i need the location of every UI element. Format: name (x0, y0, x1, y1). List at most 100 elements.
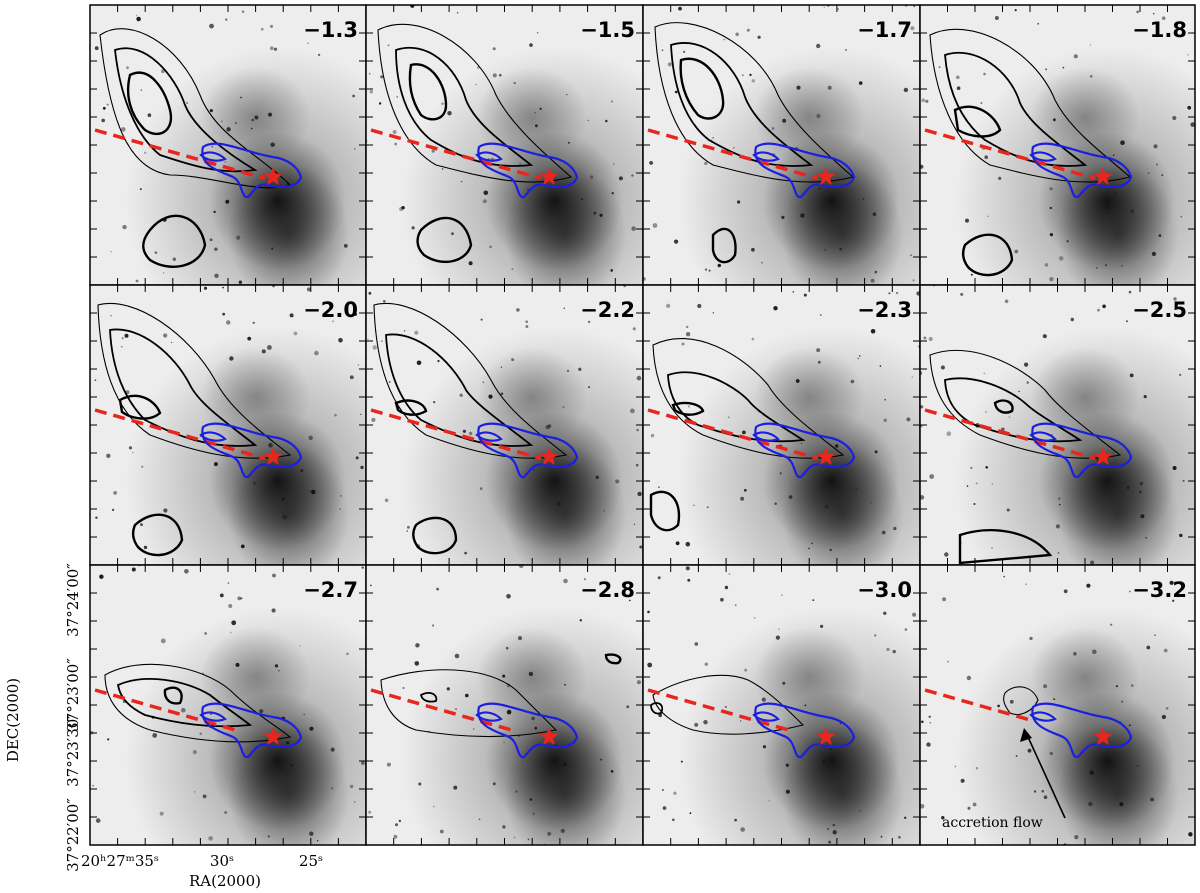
source-star-icon (1093, 167, 1113, 186)
channel-panel: −1.7 (642, 4, 921, 286)
channel-panel: −2.2 (365, 284, 644, 566)
arrow-head-icon (1020, 728, 1032, 742)
channel-panel: −2.3 (642, 284, 921, 566)
emission-contour (163, 686, 183, 705)
emission-contour (961, 233, 1014, 277)
region-contour (475, 422, 579, 479)
channel-panel: −1.5 (365, 4, 644, 286)
emission-contour (116, 678, 253, 728)
velocity-label: −1.3 (303, 18, 358, 42)
emission-contour (958, 529, 1053, 565)
source-star-icon (816, 727, 836, 746)
region-contour (475, 142, 579, 199)
emission-contour (412, 516, 458, 555)
source-star-icon (539, 727, 559, 746)
x-axis-label: RA(2000) (189, 872, 261, 890)
region-contour (475, 702, 579, 759)
y-tick-label: 37°24′00″ (64, 563, 82, 637)
region-contour (1029, 422, 1133, 479)
velocity-label: −1.5 (580, 18, 635, 42)
emission-contour (419, 692, 438, 703)
velocity-label: −2.2 (580, 298, 635, 322)
emission-contour (395, 46, 534, 167)
source-star-icon (263, 167, 283, 186)
emission-contour (131, 513, 184, 557)
velocity-label: −1.8 (1132, 18, 1187, 42)
outflow-axis-line (370, 688, 517, 734)
emission-contour (114, 47, 258, 173)
emission-contour (126, 71, 173, 136)
source-star-icon (263, 727, 283, 746)
emission-contour (944, 51, 1088, 167)
annotation-label: accretion flow (942, 815, 1043, 831)
outflow-axis-line (94, 688, 241, 734)
outflow-axis-line (370, 408, 542, 461)
emission-contour (373, 303, 568, 459)
emission-contour (1003, 686, 1039, 716)
region-contour (1029, 702, 1133, 759)
channel-panel: −2.5 (919, 284, 1196, 566)
velocity-label: −3.2 (1132, 578, 1187, 602)
emission-contour (142, 214, 207, 268)
emission-contour (394, 399, 428, 416)
y-tick-label: 37°23′00″ (64, 658, 82, 732)
emission-contour (711, 227, 737, 264)
x-tick-label: 30ˢ (210, 852, 234, 870)
annotation-arrow (1027, 736, 1066, 819)
region-contour (1029, 142, 1133, 199)
emission-contour (670, 42, 814, 167)
y-axis-label: DEC(2000) (4, 678, 22, 762)
emission-contour (944, 377, 1083, 443)
emission-contour (380, 669, 558, 737)
region-contour (752, 702, 856, 759)
region-contour (199, 422, 303, 479)
y-tick-label: 37°23′30″ (64, 713, 82, 787)
x-tick-label: 25ˢ (299, 852, 323, 870)
velocity-label: −2.5 (1132, 298, 1187, 322)
velocity-label: −2.7 (303, 578, 358, 602)
emission-contour (377, 23, 573, 183)
emission-contour (671, 401, 705, 416)
emission-contour (649, 490, 681, 532)
y-tick-label: 37°22′00″ (64, 798, 82, 872)
outflow-axis-line (647, 688, 794, 734)
outflow-axis-line (94, 408, 266, 461)
emission-contour (408, 63, 448, 121)
channel-panel: −2.7 (89, 564, 367, 846)
outflow-axis-line (94, 128, 266, 181)
emission-contour (604, 653, 622, 665)
emission-contour (652, 338, 845, 459)
region-contour (752, 422, 856, 479)
channel-panel: −2.8 (365, 564, 644, 846)
outflow-axis-line (647, 128, 819, 181)
emission-contour (118, 394, 162, 420)
source-star-icon (816, 167, 836, 186)
emission-contour (97, 303, 292, 459)
channel-panel: −2.0 (89, 284, 367, 566)
channel-panel: −1.8 (919, 4, 1196, 286)
outflow-axis-line (647, 408, 819, 461)
emission-contour (993, 399, 1014, 414)
emission-contour (385, 333, 534, 447)
emission-contour (650, 702, 664, 715)
x-tick-label: 20ʰ27ᵐ35ˢ (81, 852, 159, 870)
source-star-icon (263, 447, 283, 466)
emission-contour (416, 216, 473, 263)
emission-contour (679, 57, 725, 120)
emission-contour (667, 371, 806, 443)
channel-panel: −3.0 (642, 564, 921, 846)
source-star-icon (1093, 727, 1113, 746)
region-contour (199, 702, 303, 759)
emission-contour (652, 674, 805, 735)
source-star-icon (539, 447, 559, 466)
source-star-icon (816, 447, 836, 466)
velocity-label: −2.8 (580, 578, 635, 602)
channel-panel: −3.2 (919, 564, 1196, 846)
velocity-label: −3.0 (857, 578, 912, 602)
emission-contour (929, 350, 1122, 459)
outflow-axis-line (924, 408, 1096, 461)
velocity-label: −2.0 (303, 298, 358, 322)
emission-contour (104, 663, 292, 743)
outflow-axis-line (370, 128, 542, 181)
